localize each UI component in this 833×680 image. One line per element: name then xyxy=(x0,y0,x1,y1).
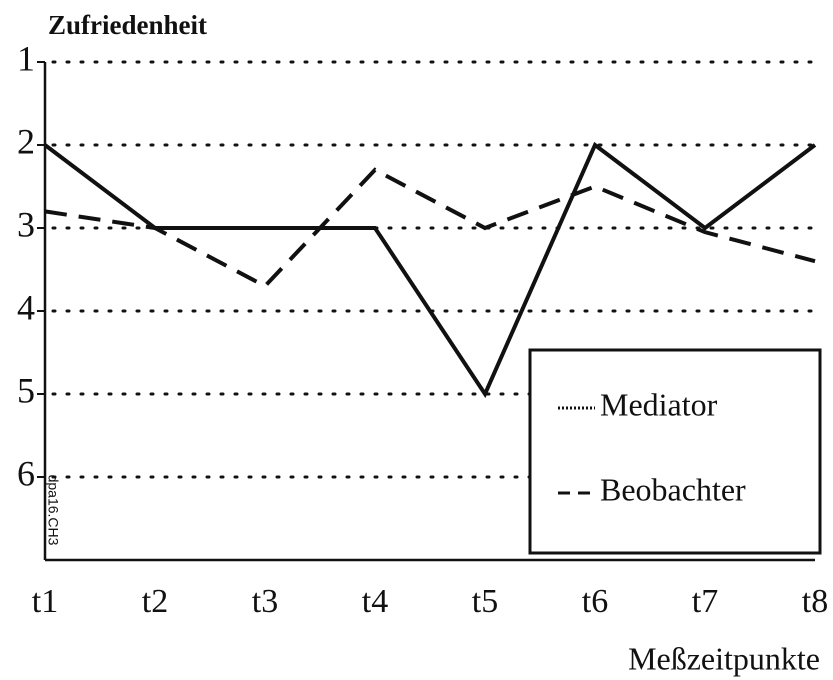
x-tick-label: t2 xyxy=(142,583,168,620)
x-tick-label: t8 xyxy=(802,583,828,620)
y-tick-label: 3 xyxy=(17,204,35,244)
y-tick-label: 1 xyxy=(17,38,35,78)
legend-box xyxy=(528,348,822,555)
x-tick-label: t7 xyxy=(692,583,718,620)
x-tick-label: t3 xyxy=(252,583,278,620)
chart-title: Zufriedenheit xyxy=(48,10,207,40)
y-tick-label: 5 xyxy=(17,370,35,410)
y-tick-label: 6 xyxy=(17,453,35,493)
legend-label: Mediator xyxy=(600,386,718,422)
x-axis-label: Meßzeitpunkte xyxy=(628,640,820,676)
y-tick-label: 4 xyxy=(17,287,35,327)
y-tick-label: 2 xyxy=(17,121,35,161)
x-tick-label: t4 xyxy=(362,583,388,620)
x-tick-label: t1 xyxy=(32,583,58,620)
legend-label: Beobachter xyxy=(600,471,746,507)
x-tick-label: t6 xyxy=(582,583,608,620)
data-line xyxy=(43,141,817,399)
annotation: dpa16.CH3 xyxy=(45,475,61,546)
data-line xyxy=(44,167,816,289)
x-tick-label: t5 xyxy=(472,583,498,620)
